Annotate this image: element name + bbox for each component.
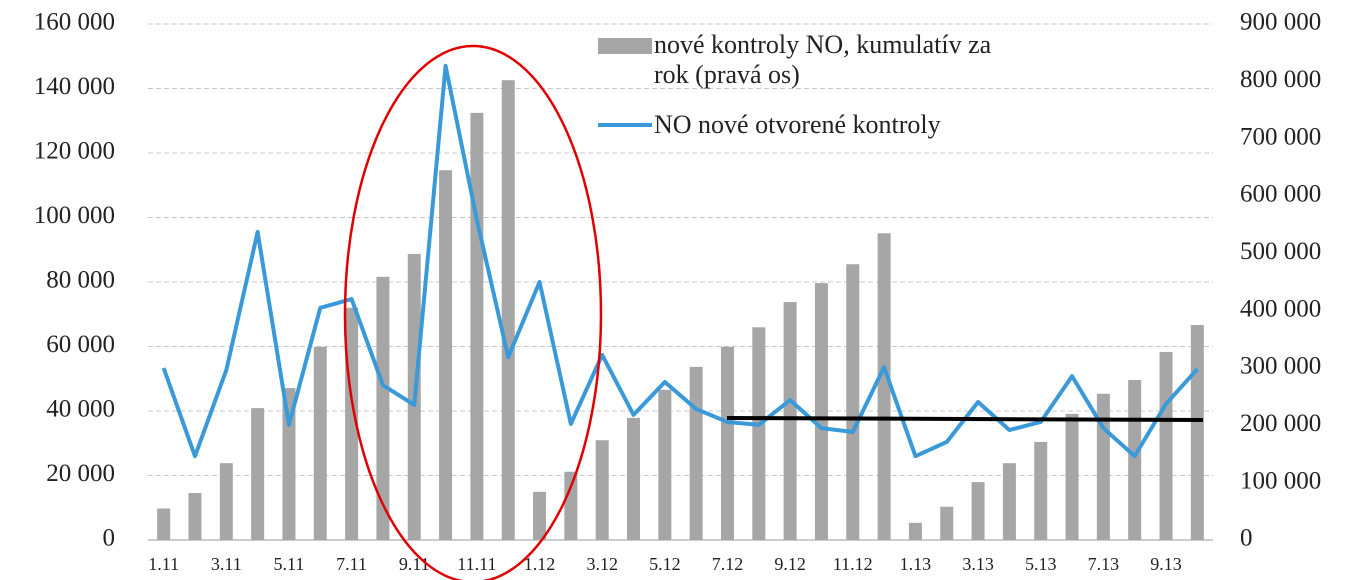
bar xyxy=(908,522,922,540)
x-tick-label: 5.12 xyxy=(649,554,681,574)
y2-tick-label: 400 000 xyxy=(1240,295,1321,322)
y-tick-label: 120 000 xyxy=(34,138,115,165)
bar xyxy=(439,170,453,540)
x-tick-label: 11.11 xyxy=(457,554,496,574)
bar xyxy=(627,417,641,540)
x-tick-label: 9.13 xyxy=(1150,554,1182,574)
x-tick-label: 7.11 xyxy=(336,554,367,574)
y-tick-label: 20 000 xyxy=(46,460,115,487)
bar xyxy=(1190,325,1204,540)
bar xyxy=(1002,463,1016,540)
x-tick-label: 5.11 xyxy=(274,554,305,574)
bar xyxy=(501,80,515,540)
y2-tick-label: 600 000 xyxy=(1240,181,1321,208)
y-tick-label: 0 xyxy=(103,525,116,552)
bar xyxy=(564,471,578,540)
x-tick-label: 9.11 xyxy=(399,554,430,574)
x-tick-label: 1.13 xyxy=(900,554,932,574)
legend-label: NO nové otvorené kontroly xyxy=(654,110,941,139)
y-tick-label: 100 000 xyxy=(34,202,115,229)
y-tick-label: 160 000 xyxy=(34,9,115,36)
bar xyxy=(971,482,985,540)
bar xyxy=(1065,413,1079,540)
y2-tick-label: 700 000 xyxy=(1240,123,1321,150)
x-tick-label: 3.11 xyxy=(211,554,242,574)
bar xyxy=(658,389,672,540)
highlight-ellipse xyxy=(343,44,603,580)
y2-tick-label: 0 xyxy=(1240,525,1253,552)
bar xyxy=(783,302,797,540)
x-tick-label: 11.12 xyxy=(833,554,873,574)
bar xyxy=(940,506,954,540)
bar xyxy=(188,492,202,540)
bar xyxy=(814,283,828,540)
y-tick-label: 60 000 xyxy=(46,331,115,358)
bar xyxy=(1128,380,1142,540)
bar xyxy=(752,327,766,540)
legend-swatch xyxy=(598,38,652,54)
y-tick-label: 140 000 xyxy=(34,73,115,100)
bar xyxy=(470,112,484,540)
x-tick-label: 1.12 xyxy=(524,554,556,574)
trend-line xyxy=(726,416,1204,422)
bar xyxy=(689,366,703,540)
bar xyxy=(877,233,891,540)
bar xyxy=(376,276,390,540)
bar xyxy=(1096,393,1110,540)
bar xyxy=(313,346,327,540)
x-tick-label: 5.13 xyxy=(1025,554,1057,574)
bar xyxy=(846,264,860,540)
y2-tick-label: 300 000 xyxy=(1240,353,1321,380)
bar xyxy=(282,388,296,540)
x-tick-label: 7.13 xyxy=(1088,554,1120,574)
line xyxy=(161,63,1199,459)
x-tick-label: 9.12 xyxy=(774,554,806,574)
x-tick-label: 3.13 xyxy=(962,554,994,574)
legend-label: nové kontroly NO, kumulatív za rok (prav… xyxy=(654,30,992,89)
bar xyxy=(157,508,171,540)
bar xyxy=(720,346,734,540)
x-tick-label: 1.11 xyxy=(148,554,179,574)
y2-tick-label: 200 000 xyxy=(1240,410,1321,437)
bar xyxy=(1034,441,1048,540)
y2-tick-label: 100 000 xyxy=(1240,467,1321,494)
x-tick-label: 3.12 xyxy=(586,554,618,574)
x-tick-label: 7.12 xyxy=(712,554,744,574)
bar xyxy=(1159,351,1173,540)
y-tick-label: 80 000 xyxy=(46,267,115,294)
bar xyxy=(219,463,233,540)
y2-tick-label: 800 000 xyxy=(1240,66,1321,93)
bar xyxy=(595,440,609,540)
y2-tick-label: 500 000 xyxy=(1240,238,1321,265)
y-tick-label: 40 000 xyxy=(46,396,115,423)
bar xyxy=(533,491,547,540)
bar xyxy=(251,408,265,540)
y2-tick-label: 900 000 xyxy=(1240,9,1321,36)
